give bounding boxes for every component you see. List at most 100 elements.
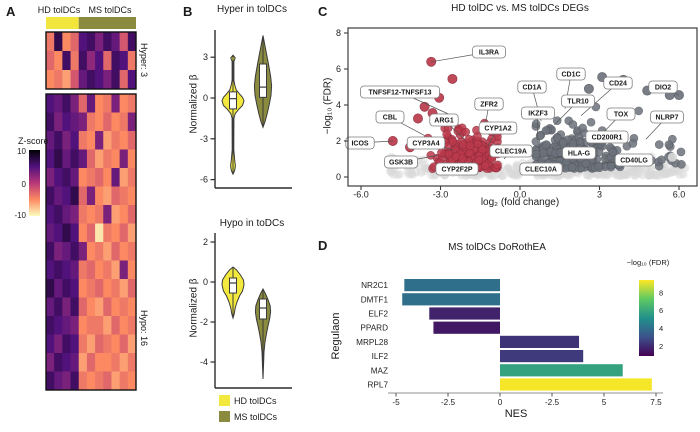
x-tick-label: -6.0 — [353, 190, 369, 200]
heatmap-cell — [78, 205, 88, 224]
gene-label: CYP3A4 — [412, 141, 439, 148]
heatmap-cell — [95, 297, 104, 317]
heatmap-cell — [95, 371, 104, 391]
heatmap-cell — [95, 149, 104, 169]
heatmap-cell — [54, 353, 63, 372]
heatmap-cell — [95, 112, 104, 132]
heatmap-cell — [46, 70, 55, 90]
heatmap-cell — [119, 205, 129, 224]
gene-label-box — [429, 113, 459, 127]
heatmap-cell — [70, 131, 80, 150]
scatter-point — [583, 170, 592, 180]
heatmap-cell — [103, 149, 112, 169]
gene-label-box — [489, 144, 533, 158]
heatmap-cell — [54, 297, 63, 317]
heatmap-cell — [78, 168, 88, 187]
heatmap-cell — [103, 297, 112, 317]
heatmap-cell — [95, 353, 104, 372]
legend-swatch-ms — [219, 411, 230, 422]
heatmap-cell — [46, 186, 55, 206]
heatmap-cell — [78, 94, 88, 113]
heatmap-cell — [103, 94, 112, 113]
scatter-point — [386, 168, 395, 177]
heatmap-group-bar-ms — [78, 17, 136, 29]
heatmap-cell — [62, 334, 71, 354]
heatmap-cell — [86, 94, 96, 113]
gene-label-box — [360, 85, 440, 99]
heatmap-cell — [111, 242, 121, 261]
heatmap-cell — [78, 223, 88, 243]
heatmap-cell — [54, 94, 63, 113]
heatmap-cell — [78, 353, 88, 372]
heatmap-cell — [62, 186, 71, 206]
bars-ylabel: Regulaon — [330, 312, 342, 360]
gene-label: IL3RA — [479, 50, 499, 57]
gene-label-box — [521, 106, 555, 120]
scatter-point — [657, 155, 666, 165]
scatter-point — [473, 139, 482, 149]
heatmap-cell — [103, 353, 112, 372]
scatter-point — [395, 170, 404, 179]
heatmap-cell — [103, 334, 112, 354]
heatmap-cell — [103, 51, 112, 71]
heatmap-group-label-ms: MS tolDCs — [88, 5, 132, 15]
heatmap-cell — [54, 334, 63, 354]
bars-title: MS tolDCs DoRothEA — [448, 242, 546, 253]
scatter-point — [535, 131, 545, 141]
heatmap-cell — [54, 149, 63, 169]
heatmap-cell — [127, 51, 137, 71]
heatmap-cell — [70, 51, 80, 71]
x-tick-label: 0 — [498, 398, 503, 407]
heatmap-cell — [78, 70, 88, 90]
scatter-point — [542, 140, 551, 149]
fdr-colorbar — [639, 280, 654, 356]
legend-swatch-hd — [219, 395, 230, 406]
heatmap-cell — [62, 32, 71, 52]
y-tick-label: 0 — [336, 172, 341, 182]
heatmap-cell — [62, 242, 71, 261]
heatmap-cell — [103, 371, 112, 391]
heatmap-cell — [95, 168, 104, 187]
gene-label-box — [606, 107, 636, 121]
scatter-point — [531, 119, 541, 129]
x-tick-label: 7.5 — [650, 398, 662, 407]
heatmap-cell — [86, 223, 96, 243]
bar — [500, 378, 652, 391]
bar — [402, 293, 500, 306]
scatter-point — [453, 126, 463, 136]
heatmap-cell — [54, 112, 63, 132]
heatmap-cell — [86, 371, 96, 391]
heatmap-cell — [62, 371, 71, 391]
heatmap-cell — [86, 168, 96, 187]
heatmap-cell — [103, 242, 112, 261]
heatmap-cell — [54, 371, 63, 391]
scatter-point-notable — [583, 83, 594, 94]
heatmap-cell — [46, 279, 55, 298]
gene-label-box — [345, 136, 375, 150]
heatmap-cell — [54, 260, 63, 280]
volcano-title: HD tolDC vs. MS tolDCs DEGs — [451, 3, 589, 14]
gene-label-box — [435, 162, 479, 176]
heatmap-cell — [70, 316, 80, 335]
heatmap-cell — [119, 70, 129, 90]
scatter-point — [493, 160, 502, 170]
bars-xlabel: NES — [504, 408, 528, 420]
y-tick-label: 0 — [203, 93, 208, 103]
heatmap-cell — [103, 32, 112, 52]
scatter-point — [654, 140, 664, 149]
heatmap-cell — [119, 316, 129, 335]
heatmap-cell — [46, 149, 55, 169]
panel-b-label: B — [183, 4, 193, 19]
x-tick-label: -5 — [392, 398, 400, 407]
heatmap-cell — [54, 316, 63, 335]
heatmap-cell — [78, 242, 88, 261]
heatmap-cell — [62, 70, 71, 90]
heatmap-cell — [54, 242, 63, 261]
heatmap-cell — [62, 316, 71, 335]
bar — [404, 279, 500, 292]
zscore-tick-10: 10 — [17, 147, 26, 156]
heatmap-cell — [62, 260, 71, 280]
heatmap-cell — [111, 149, 121, 169]
heatmap-cell — [127, 371, 137, 391]
violin-hyper-title: Hyper in tolDCs — [216, 4, 288, 15]
